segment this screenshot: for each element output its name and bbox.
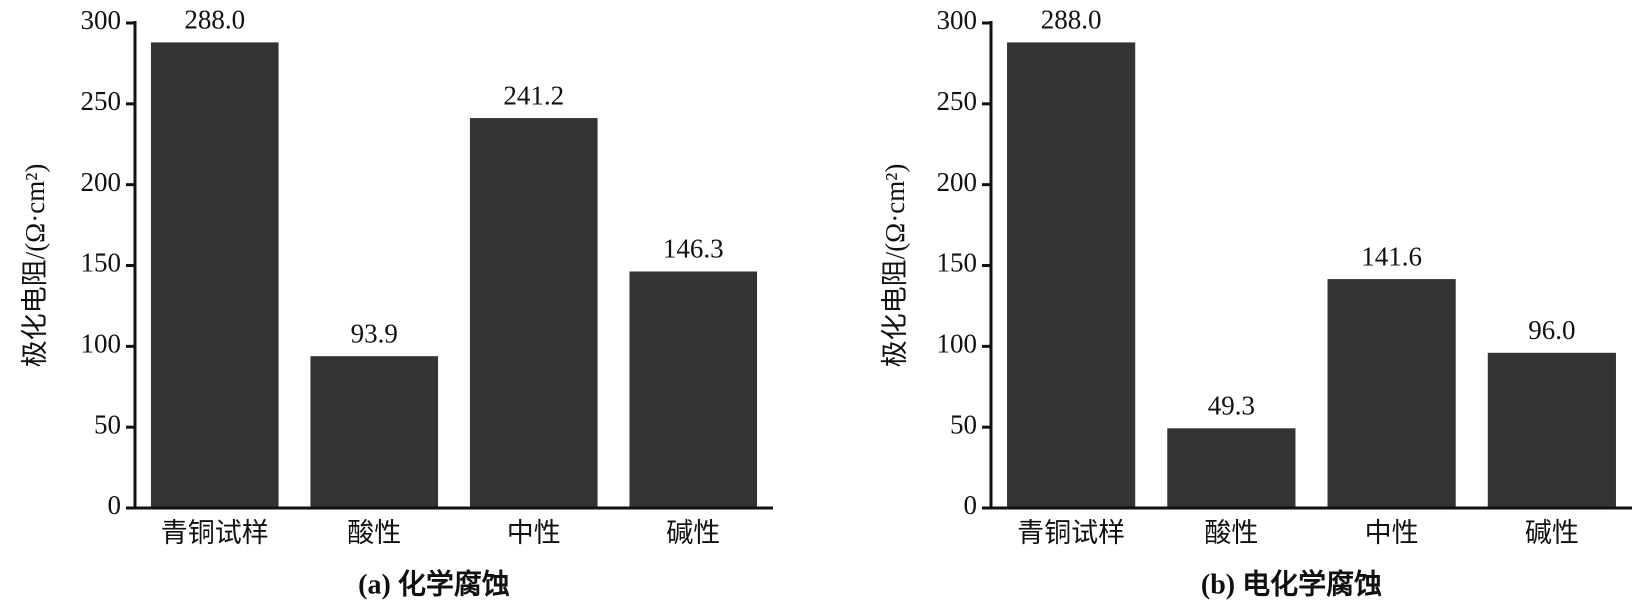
bar	[469, 118, 598, 508]
y-tick-label: 200	[937, 167, 978, 197]
bar	[1167, 428, 1296, 508]
value-label: 49.3	[1208, 391, 1255, 421]
y-tick-label: 50	[950, 409, 977, 439]
bar	[150, 42, 279, 509]
x-tick-label: 碱性	[1525, 518, 1579, 548]
value-label: 96.0	[1528, 315, 1575, 345]
bar	[1007, 42, 1136, 509]
x-tick-label: 青铜试样	[1017, 518, 1125, 548]
value-label: 93.9	[351, 318, 398, 348]
bar	[310, 356, 439, 508]
caption: (a) 化学腐蚀	[358, 567, 510, 600]
y-tick-label: 300	[937, 5, 978, 35]
value-label: 288.0	[1041, 5, 1102, 35]
y-tick-label: 0	[964, 490, 978, 520]
x-tick-label: 青铜试样	[161, 518, 269, 548]
y-tick-label: 0	[108, 490, 122, 520]
y-axis-label: 极化电阻/(Ω·cm²)	[880, 164, 910, 368]
value-label: 241.2	[503, 80, 564, 110]
y-tick-label: 100	[81, 329, 122, 359]
x-tick-label: 中性	[1365, 518, 1419, 548]
y-tick-label: 200	[81, 167, 122, 197]
bar	[1487, 352, 1616, 508]
bar	[629, 271, 758, 508]
y-tick-label: 100	[937, 329, 978, 359]
value-label: 288.0	[184, 5, 245, 35]
value-label: 146.3	[663, 234, 724, 264]
y-tick-label: 50	[94, 409, 121, 439]
y-tick-label: 250	[937, 86, 978, 116]
caption: (b) 电化学腐蚀	[1201, 567, 1382, 600]
x-tick-label: 中性	[507, 518, 561, 548]
y-tick-label: 150	[937, 248, 978, 278]
y-axis-label: 极化电阻/(Ω·cm²)	[20, 164, 50, 368]
value-label: 141.6	[1361, 241, 1422, 271]
y-tick-label: 300	[81, 5, 122, 35]
bar	[1327, 279, 1456, 508]
y-tick-label: 150	[81, 248, 122, 278]
x-tick-label: 酸性	[347, 518, 401, 548]
y-tick-label: 250	[81, 86, 122, 116]
x-tick-label: 碱性	[666, 518, 720, 548]
x-tick-label: 酸性	[1204, 518, 1258, 548]
